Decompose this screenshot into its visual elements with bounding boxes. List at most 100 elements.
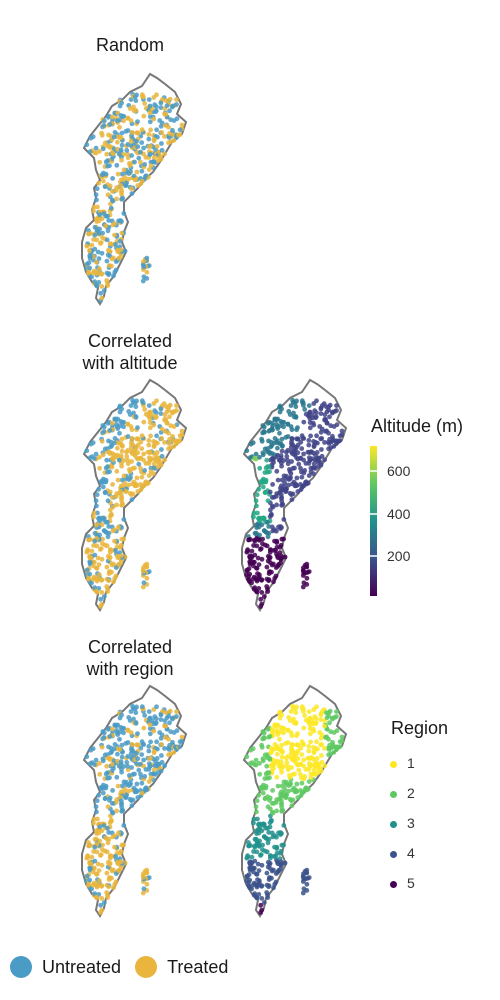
site-point [94,186,100,192]
site-point [108,241,113,247]
site-point [159,141,164,146]
site-point [135,183,141,188]
site-point [133,710,139,716]
site-point [121,211,127,216]
site-point [128,751,134,756]
treated-swatch [135,956,158,978]
site-point [125,763,130,769]
site-point [104,543,110,549]
site-point [116,256,122,261]
site-point [256,572,262,577]
site-point [257,838,262,844]
site-point [256,486,262,492]
site-point [133,98,139,104]
site-point [142,774,148,779]
site-point [254,849,260,855]
site-point [105,775,110,781]
site-point [139,752,145,757]
site-point [322,746,327,751]
region-legend-dot [390,761,397,768]
site-point [327,708,333,714]
site-point [267,555,273,560]
untreated-swatch [10,956,32,978]
site-point [111,746,117,752]
site-point [147,416,153,422]
site-point [135,450,141,456]
site-point [248,747,254,753]
site-point [274,808,279,814]
site-point [261,517,267,522]
site-point [132,706,138,712]
site-point [105,895,111,900]
site-point [252,552,258,558]
site-point [330,409,335,415]
site-point [93,192,99,198]
site-point [141,274,147,280]
site-point [92,530,98,536]
site-point [139,433,145,439]
site-point [99,862,105,868]
site-point [314,433,319,439]
site-point [294,781,300,787]
site-point [109,189,115,194]
site-point [97,454,102,460]
site-point [125,727,131,733]
site-point [147,457,153,463]
site-point [151,422,157,428]
site-point [148,163,154,169]
site-point [294,750,299,756]
site-point [107,122,113,127]
site-point [107,183,113,189]
site-point [269,456,275,461]
site-point [133,177,139,183]
site-point [114,162,120,168]
site-point [105,192,111,198]
site-point [135,489,141,494]
site-point [135,756,141,762]
site-point [264,543,270,549]
site-point [285,421,291,427]
site-point [87,455,93,461]
site-point [292,771,297,777]
site-point [269,762,275,767]
site-point [151,444,157,450]
site-point [268,547,273,552]
site-point [108,817,114,823]
site-point [87,149,93,155]
site-point [252,891,258,896]
site-point [125,115,131,121]
site-point [278,798,284,804]
site-point [276,763,282,769]
site-point [252,762,257,767]
site-point [144,255,150,261]
site-point [264,457,270,463]
site-point [87,877,93,883]
site-point [105,158,110,164]
site-point [167,436,173,442]
site-point [134,781,140,787]
site-point [251,820,256,826]
site-point [119,448,125,454]
site-point [116,830,121,836]
site-point [143,767,149,772]
site-point [253,881,259,887]
site-point [100,790,106,796]
site-point [259,896,265,901]
site-point [119,100,124,106]
site-point [170,127,175,133]
site-point [86,576,91,582]
site-point [264,584,270,589]
site-point [252,585,258,590]
region-legend-label: 5 [407,875,415,891]
site-point [119,142,125,148]
site-point [301,569,306,574]
site-point [279,483,284,489]
site-point [146,97,152,102]
site-point [261,735,267,740]
site-point [139,446,145,451]
site-point [105,283,111,288]
site-point [159,447,164,452]
site-point [247,761,253,767]
site-point [289,492,294,498]
site-point [264,763,270,769]
